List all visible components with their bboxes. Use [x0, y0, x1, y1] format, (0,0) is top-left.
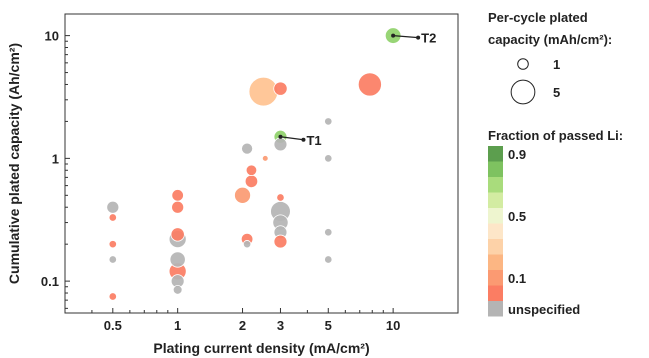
data-point [273, 234, 288, 249]
x-tick-label: 10 [386, 318, 400, 333]
data-point [273, 137, 288, 152]
annotation-label: T2 [421, 31, 436, 46]
size-legend: Per-cycle plated capacity (mAh/cm²): 1 5 [488, 10, 612, 105]
data-point [241, 142, 254, 155]
color-legend-swatch [488, 239, 503, 255]
color-legend-swatch [488, 223, 503, 239]
data-point [169, 251, 186, 268]
color-legend-swatch [488, 192, 503, 208]
x-tick-label: 1 [174, 318, 181, 333]
data-point [171, 189, 184, 202]
data-point [172, 284, 183, 295]
data-point [242, 240, 252, 249]
annotation-leader [393, 35, 419, 39]
color-legend-swatch [488, 146, 503, 162]
annotations: T1 T2 [278, 31, 436, 148]
data-point [245, 164, 258, 176]
y-tick-label: 0.1 [41, 274, 59, 289]
data-point [106, 200, 120, 214]
data-point [108, 213, 117, 222]
data-point [108, 240, 117, 249]
y-axis-title: Cumulative plated capacity (Ah/cm²) [6, 43, 22, 284]
data-point [357, 72, 382, 97]
color-legend-label: 0.1 [508, 271, 526, 286]
data-point [171, 200, 185, 214]
data-point [170, 227, 185, 242]
color-legend-swatch [488, 161, 503, 177]
color-legend-swatch [488, 208, 503, 224]
size-legend-title: Per-cycle plated [488, 10, 588, 25]
data-point [261, 155, 269, 162]
data-point [324, 228, 333, 237]
data-point [324, 255, 333, 264]
annotation-label: T1 [306, 133, 321, 148]
color-legend-swatch [488, 177, 503, 193]
color-legend-swatch [488, 270, 503, 286]
x-axis-title: Plating current density (mA/cm²) [153, 340, 369, 356]
color-legend-label: 0.5 [508, 209, 526, 224]
color-legend: Fraction of passed Li: 0.9 0.5 0.1 unspecif… [488, 128, 623, 317]
data-point [324, 117, 333, 126]
size-legend-label: 1 [553, 57, 560, 72]
size-legend-marker [510, 79, 536, 105]
x-tick-label: 5 [325, 318, 332, 333]
data-point [276, 193, 285, 202]
data-point [248, 76, 279, 107]
color-legend-label: unspecified [508, 302, 580, 317]
annotation-leader [280, 136, 304, 141]
annotation-dot [278, 134, 283, 139]
color-legend-label: 0.9 [508, 147, 526, 162]
size-legend-label: 5 [553, 85, 560, 100]
size-legend-title-units: capacity (mAh/cm²): [488, 32, 612, 47]
axis-ticks: 0.5 1 2 3 5 10 0.1 1 10 [41, 29, 459, 333]
data-points [106, 27, 402, 301]
color-legend-swatch [488, 285, 503, 301]
color-legend-swatch [488, 254, 503, 270]
annotation-dot [416, 35, 421, 40]
x-tick-label: 2 [239, 318, 246, 333]
plot-frame [64, 13, 459, 314]
data-point [108, 292, 117, 301]
color-legend-title: Fraction of passed Li: [488, 128, 623, 143]
data-point [234, 186, 251, 204]
size-legend-marker [517, 58, 529, 70]
data-point [108, 255, 117, 264]
x-tick-label: 3 [277, 318, 284, 333]
annotation-dot [301, 137, 306, 142]
data-point [244, 174, 259, 189]
color-legend-swatch [488, 301, 503, 317]
data-point [273, 81, 288, 96]
y-tick-label: 10 [45, 29, 59, 44]
y-tick-label: 1 [52, 151, 59, 166]
x-tick-label: 0.5 [104, 318, 122, 333]
annotation-dot [391, 33, 396, 38]
data-point [324, 154, 333, 163]
